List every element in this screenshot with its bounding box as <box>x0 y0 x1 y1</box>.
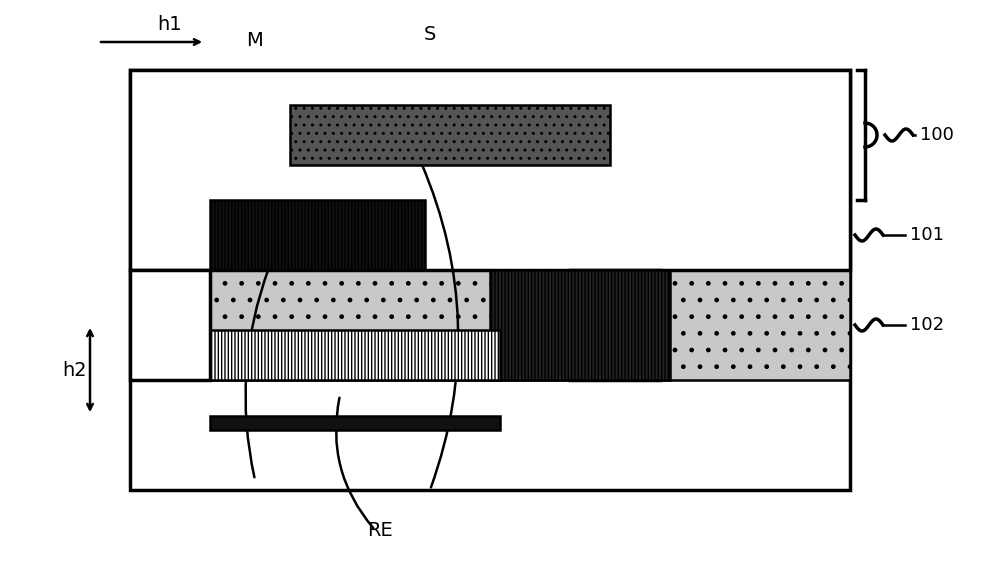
Bar <box>130 270 210 380</box>
Bar <box>290 105 610 165</box>
Bar <box>490 270 670 380</box>
Bar <box>130 70 850 490</box>
Text: h1: h1 <box>158 16 182 34</box>
Bar <box>570 270 660 380</box>
Text: h2: h2 <box>63 360 87 379</box>
Text: 102: 102 <box>910 316 944 334</box>
Text: RE: RE <box>367 520 393 540</box>
Text: 100: 100 <box>920 126 954 144</box>
Text: S: S <box>424 25 436 44</box>
Bar <box>210 416 500 430</box>
Bar <box>210 330 500 380</box>
Bar <box>130 200 850 270</box>
Text: M: M <box>247 30 263 49</box>
Bar <box>130 70 850 270</box>
Bar <box>130 270 850 380</box>
Bar <box>210 200 425 270</box>
Text: 101: 101 <box>910 226 944 244</box>
